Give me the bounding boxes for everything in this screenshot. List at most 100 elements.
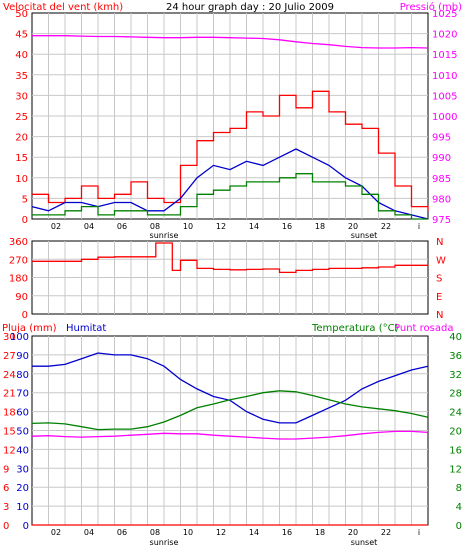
x-tick-label: 06 — [117, 528, 127, 537]
x-tick-label: 22 — [381, 222, 391, 231]
x-tick-label: 02 — [51, 222, 61, 231]
y-tick-label: 15 — [3, 427, 16, 438]
y-tick-label: 18 — [3, 408, 16, 419]
y-tick-label: S — [436, 274, 442, 285]
y-tick-label: 32 — [449, 370, 462, 381]
x-tick-label: 22 — [381, 528, 391, 537]
y-tick-label: 6 — [3, 483, 9, 494]
y-tick-label: 12 — [3, 445, 16, 456]
series-line-p1-0 — [32, 35, 429, 49]
y-tick-label: 50 — [15, 9, 28, 20]
x-tick-label: 16 — [282, 528, 292, 537]
y-tick-label: 10 — [16, 502, 29, 513]
y-tick-label: 0 — [23, 521, 29, 532]
series-line-p1-1 — [32, 90, 429, 211]
x-tick-label: 18 — [315, 528, 325, 537]
y-tick-label: 0 — [22, 215, 28, 226]
x-tick-label: 08 — [150, 222, 160, 231]
y-tick-label: 1025 — [432, 9, 457, 20]
y-tick-label: 70 — [16, 389, 29, 400]
x-tick-label: 16 — [282, 222, 292, 231]
y-tick-label: 3 — [3, 502, 9, 513]
y-tick-label: 45 — [15, 30, 28, 41]
y-tick-label: 8 — [456, 483, 462, 494]
y-tick-label: 20 — [16, 483, 29, 494]
y-tick-label: 0 — [22, 310, 28, 321]
y-tick-label: 24 — [3, 370, 16, 381]
y-tick-label: 9 — [3, 464, 9, 475]
y-tick-label: 40 — [449, 332, 462, 343]
y-tick-label: 27 — [3, 351, 16, 362]
y-tick-label: 21 — [3, 389, 16, 400]
series-line-p1-3 — [32, 173, 428, 220]
y-tick-label: 35 — [15, 71, 28, 82]
y-tick-label: 30 — [16, 464, 29, 475]
humidity-legend: Humitat — [66, 323, 106, 334]
x-tick-label: 06 — [117, 222, 127, 231]
y-tick-label: 36 — [449, 351, 462, 362]
x-tick-label: 14 — [249, 528, 259, 537]
y-tick-label: 4 — [456, 502, 462, 513]
y-tick-label: 1000 — [432, 112, 457, 123]
x-tick-label: i — [418, 528, 420, 537]
y-tick-label: 16 — [449, 445, 462, 456]
sunset-label-3: sunset — [351, 538, 378, 547]
sunset-label-1: sunset — [351, 231, 378, 240]
y-tick-label: 12 — [449, 464, 462, 475]
tick-labels: 02 04 06 08 10 12 14 16 18 20 22 i02 04 06 08 10 12 14 16 1… — [3, 9, 462, 537]
wind-axis-title: Velocitat del vent (kmh) — [3, 2, 123, 13]
y-tick-label: 90 — [16, 351, 29, 362]
sunrise-label-3: sunrise — [150, 538, 179, 547]
y-tick-label: 990 — [432, 153, 451, 164]
chart-title: 24 hour graph day : 20 Julio 2009 — [166, 2, 334, 13]
y-tick-label: 20 — [449, 427, 462, 438]
y-tick-label: 1010 — [432, 71, 457, 82]
y-tick-label: 40 — [15, 50, 28, 61]
y-tick-label: 980 — [432, 194, 451, 205]
y-tick-label: N — [436, 310, 443, 321]
y-tick-label: 90 — [15, 292, 28, 303]
series-line-p3-1 — [31, 390, 429, 431]
x-tick-label: 08 — [150, 528, 160, 537]
temperature-legend: Temperatura (°C) — [311, 323, 399, 334]
y-tick-label: 20 — [15, 133, 28, 144]
y-tick-label: 1005 — [432, 91, 457, 102]
x-tick-label: 20 — [348, 528, 358, 537]
y-tick-label: 100 — [10, 332, 29, 343]
dewpoint-legend: Punt rosada — [394, 323, 453, 334]
y-tick-label: W — [436, 255, 446, 266]
x-tick-label: 02 — [51, 528, 61, 537]
x-tick-label: 12 — [216, 222, 226, 231]
x-tick-label: 04 — [84, 528, 94, 537]
y-tick-label: 30 — [3, 332, 16, 343]
series-line-p3-2 — [31, 430, 429, 440]
y-tick-label: 360 — [9, 237, 28, 248]
y-tick-label: 5 — [22, 194, 28, 205]
x-tick-label: 12 — [216, 528, 226, 537]
x-tick-label: 10 — [183, 528, 193, 537]
x-tick-label: 20 — [348, 222, 358, 231]
rain-legend: Pluja (mm) — [2, 323, 57, 334]
y-tick-label: 60 — [16, 408, 29, 419]
sunrise-label-1: sunrise — [150, 231, 179, 240]
x-tick-label: 18 — [315, 222, 325, 231]
y-tick-label: 15 — [15, 153, 28, 164]
y-tick-label: N — [436, 237, 443, 248]
y-tick-label: 10 — [15, 174, 28, 185]
x-tick-label: i — [418, 222, 420, 231]
y-tick-label: 0 — [3, 521, 9, 532]
y-tick-label: 1020 — [432, 30, 457, 41]
y-tick-label: 985 — [432, 174, 451, 185]
x-tick-label: 10 — [183, 222, 193, 231]
y-tick-label: 180 — [9, 274, 28, 285]
y-tick-label: 24 — [449, 408, 462, 419]
grid-lines — [32, 13, 428, 525]
y-tick-label: 270 — [9, 255, 28, 266]
series-lines — [31, 35, 429, 526]
y-tick-label: 975 — [432, 215, 451, 226]
y-tick-label: 995 — [432, 133, 451, 144]
y-tick-label: 25 — [15, 112, 28, 123]
y-tick-label: 30 — [15, 91, 28, 102]
